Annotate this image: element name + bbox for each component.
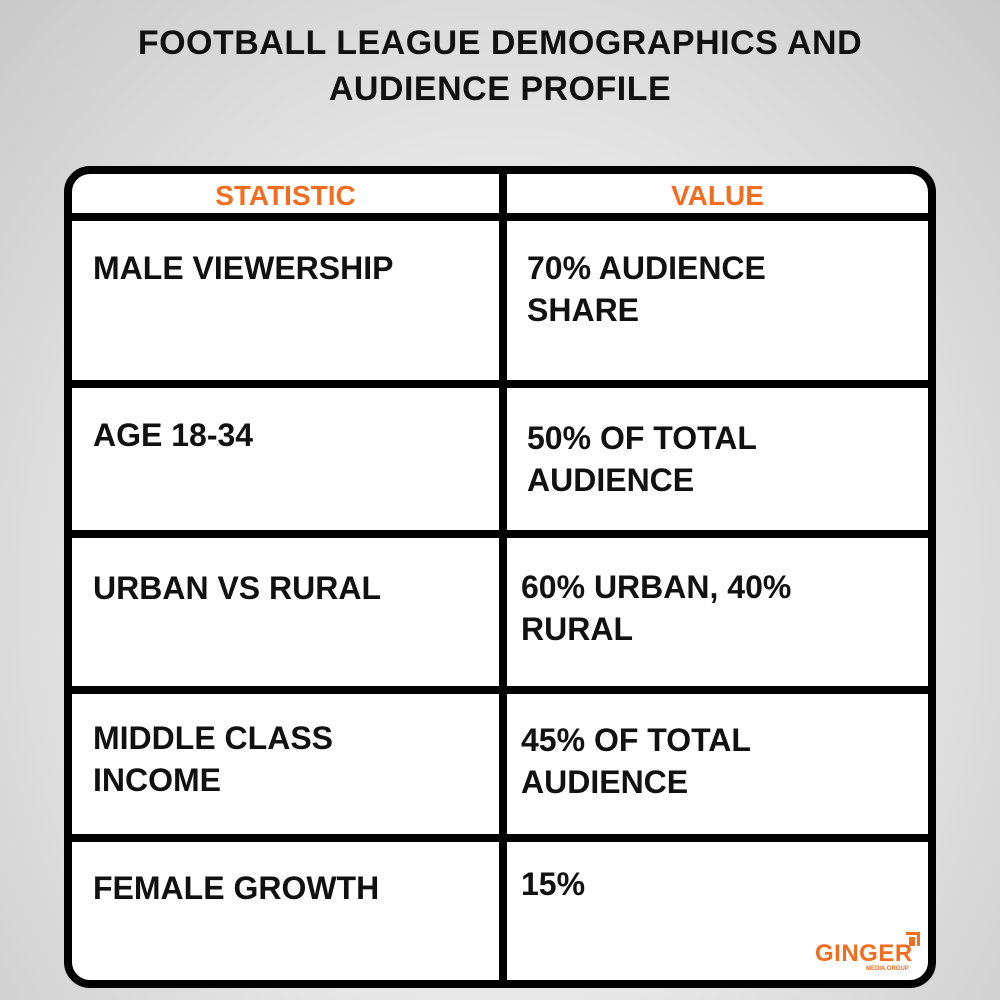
row-divider: [72, 380, 928, 388]
statistic-cell: MALE VIEWERSHIP: [93, 250, 394, 286]
column-divider: [499, 174, 507, 980]
statistic-cell: FEMALE GROWTH: [93, 870, 380, 906]
row-divider: [72, 834, 928, 842]
row-divider: [72, 686, 928, 694]
statistic-cell: MIDDLE CLASS INCOME: [93, 720, 333, 798]
title-line-2: AUDIENCE PROFILE: [328, 70, 672, 108]
header-value: VALUE: [671, 180, 764, 211]
value-cell: 45% OF TOTAL AUDIENCE: [521, 722, 751, 800]
demographics-table: STATISTIC VALUE MALE VIEWERSHIP 70% AUDI…: [64, 166, 936, 988]
logo-tagline: MEDIA GROUP: [866, 966, 909, 972]
logo-name: GINGER: [815, 940, 913, 967]
statistic-cell: URBAN VS RURAL: [93, 570, 381, 606]
page-title: FOOTBALL LEAGUE DEMOGRAPHICS AND AUDIENC…: [0, 20, 1000, 112]
value-cell: 50% OF TOTAL AUDIENCE: [527, 420, 757, 498]
statistic-cell: AGE 18-34: [93, 417, 254, 453]
title-line-1: FOOTBALL LEAGUE DEMOGRAPHICS AND: [137, 24, 863, 62]
ginger-media-group-logo: GINGER MEDIA GROUP: [812, 930, 922, 975]
value-cell: 70% AUDIENCE SHARE: [527, 250, 766, 328]
value-cell: 60% URBAN, 40% RURAL: [521, 569, 792, 647]
value-cell: 15%: [521, 866, 586, 902]
header-statistic: STATISTIC: [215, 180, 356, 211]
row-divider: [72, 213, 928, 221]
logo-mark-icon: [906, 932, 920, 946]
row-divider: [72, 530, 928, 538]
